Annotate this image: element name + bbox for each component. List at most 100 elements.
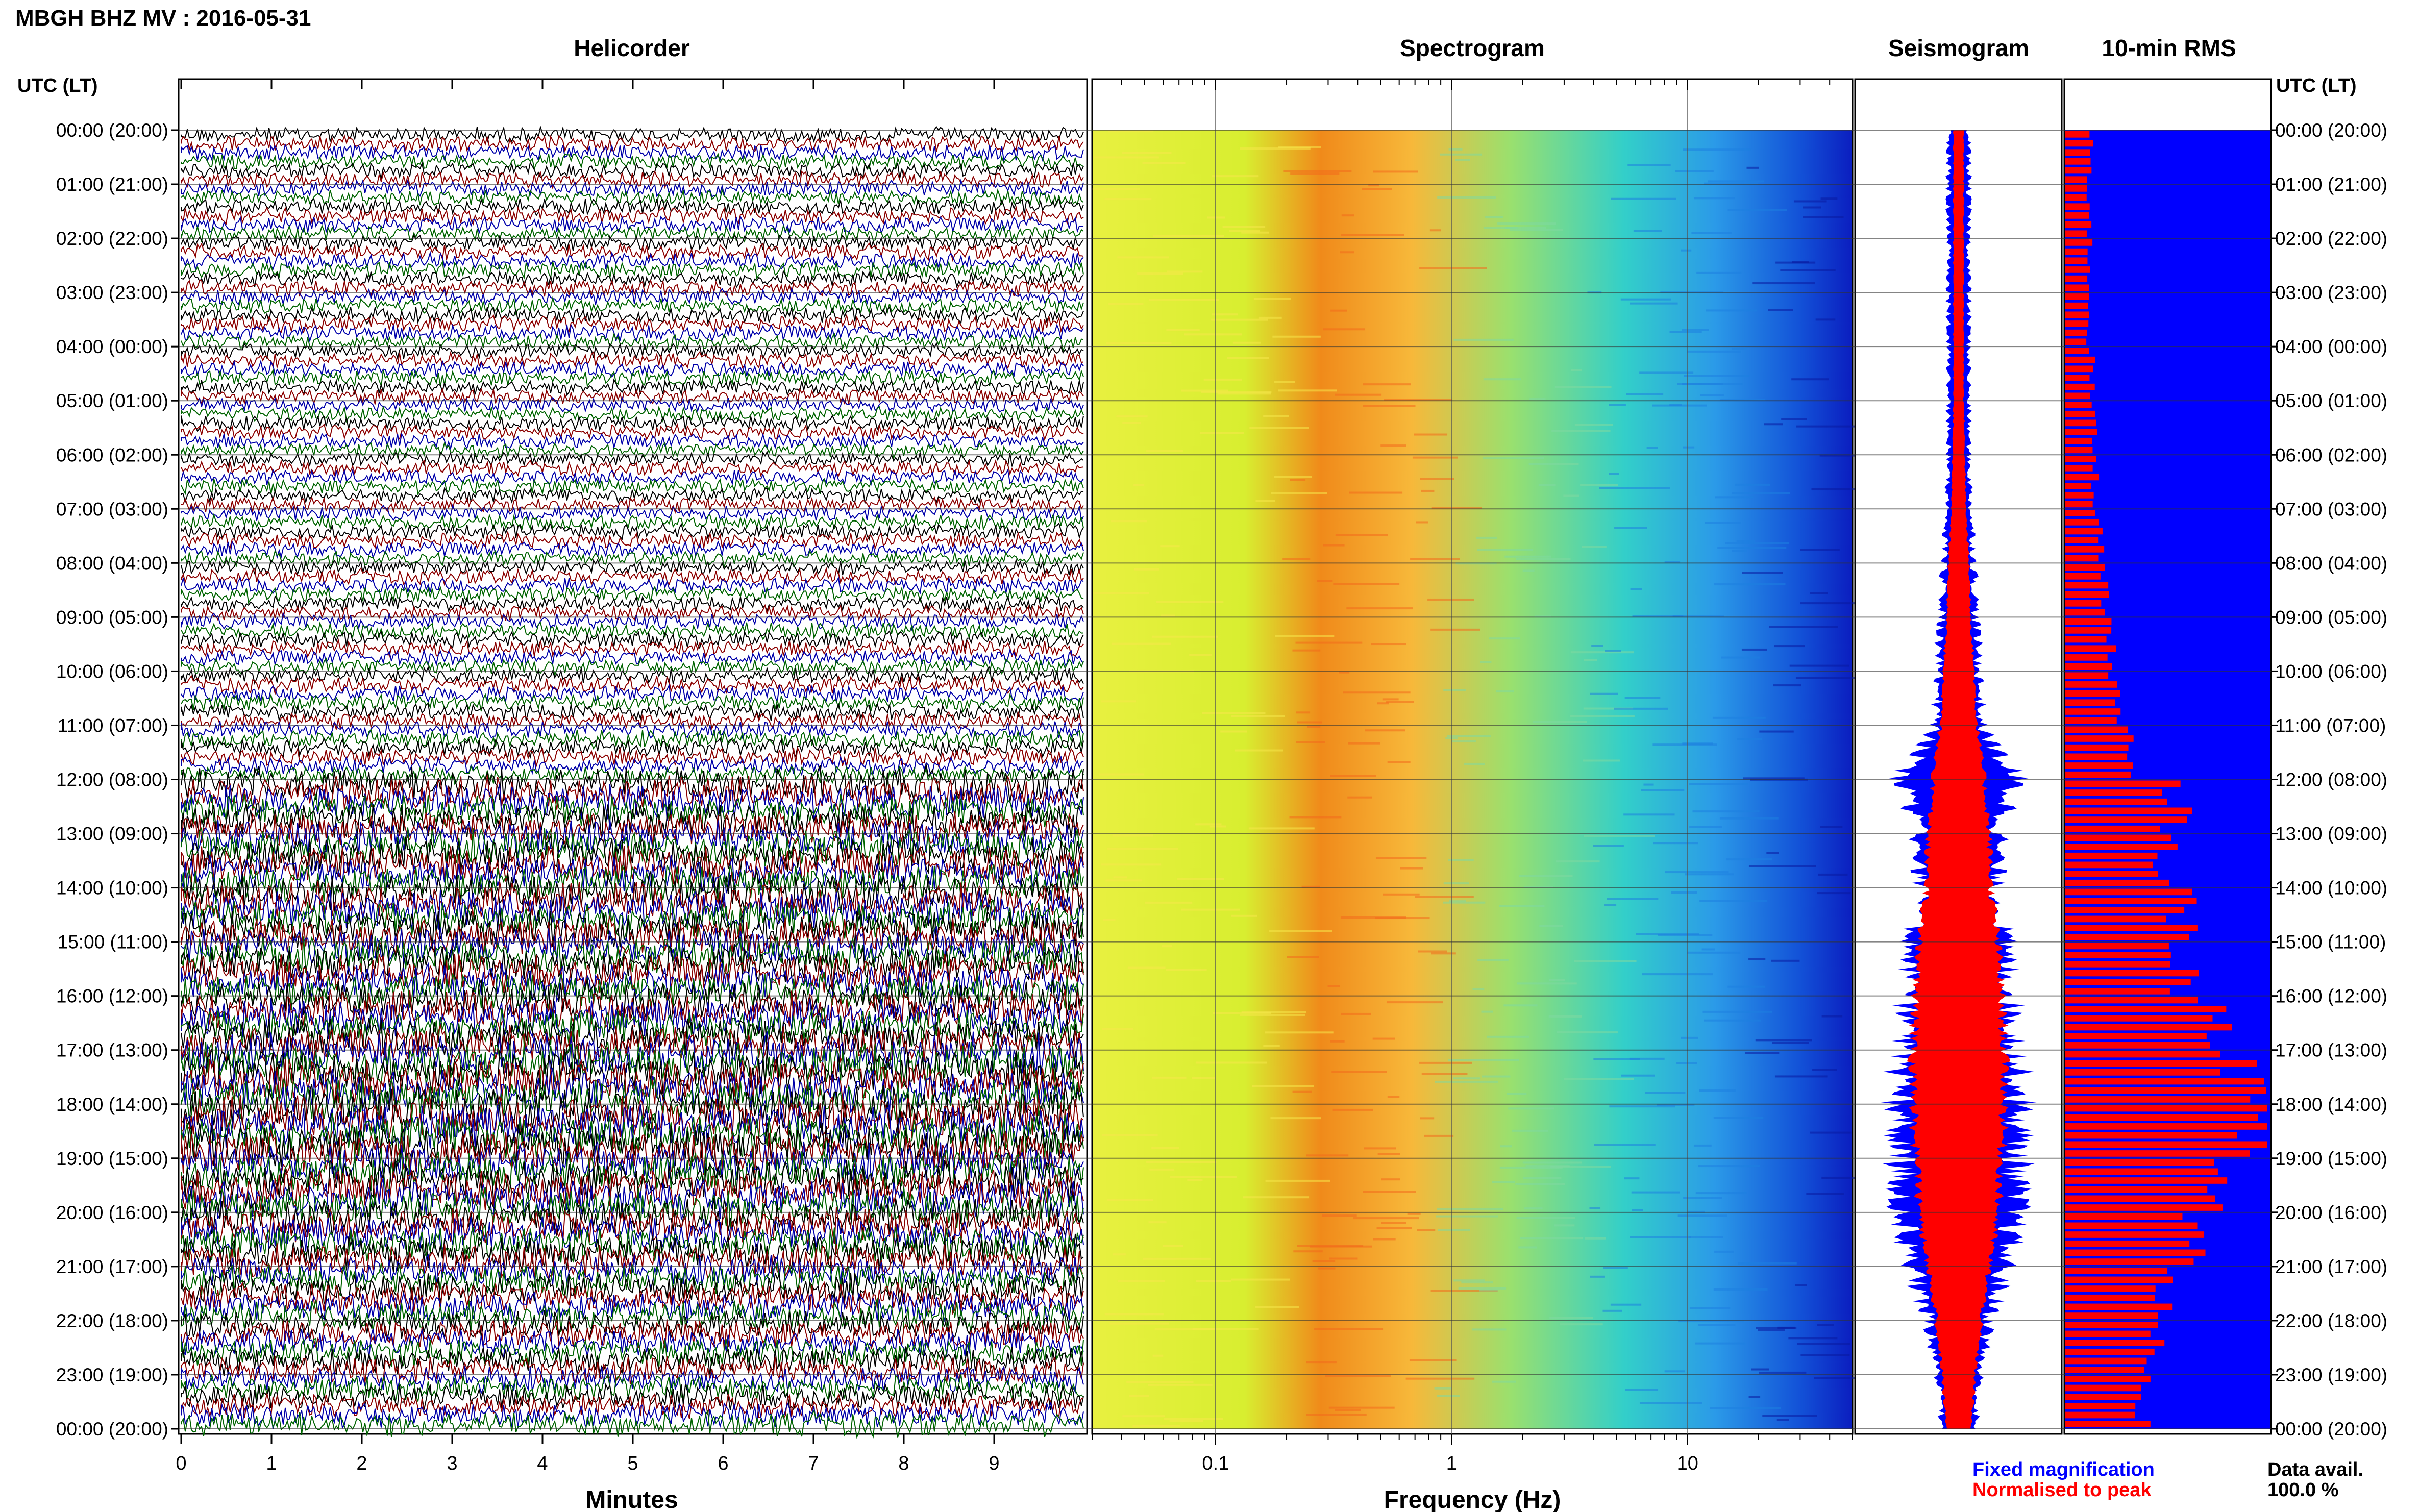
spectrogram-streak	[1817, 1324, 1834, 1326]
spectrogram-streak	[1731, 348, 1747, 350]
spectrogram-streak	[1306, 1154, 1349, 1157]
spectrogram-streak	[1630, 1236, 1691, 1238]
spectrogram-streak	[1528, 463, 1579, 465]
spectrogram-streak	[1497, 222, 1556, 225]
spectrogram-streak	[1177, 878, 1224, 880]
helicorder-trace	[181, 1158, 1084, 1202]
spectrogram-streak	[1603, 1267, 1628, 1269]
time-label: 00:00 (20:00)	[2275, 1419, 2387, 1440]
spectrogram-streak	[1387, 761, 1411, 763]
spectrogram-streak	[1263, 1045, 1280, 1047]
rms-bar	[2065, 284, 2089, 291]
time-label: 14:00 (10:00)	[56, 878, 168, 899]
spectrogram-streak	[1817, 892, 1851, 895]
spectrogram-streak	[1693, 1144, 1712, 1147]
time-label: 05:00 (01:00)	[56, 390, 168, 411]
time-label: 05:00 (01:00)	[2275, 390, 2387, 411]
spectrogram-streak	[1684, 375, 1750, 377]
rms-bar	[2065, 329, 2087, 336]
rms-bar	[2065, 311, 2089, 318]
spectrogram-streak	[1335, 534, 1388, 537]
time-label: 23:00 (19:00)	[2275, 1365, 2387, 1385]
spectrogram-streak	[1766, 852, 1779, 854]
spectrogram-streak	[1820, 197, 1838, 200]
spectrogram-streak	[1732, 492, 1790, 494]
rms-bar	[2065, 429, 2097, 435]
helicorder-trace	[181, 998, 1084, 1039]
spectrogram-streak	[1797, 1343, 1850, 1346]
spectrogram-streak	[1563, 1078, 1634, 1080]
spectrogram-streak	[1448, 859, 1474, 861]
spectrogram-streak	[1148, 1383, 1213, 1386]
spectrogram-streak	[1341, 234, 1404, 236]
rms-bar	[2065, 365, 2093, 373]
spectrogram-streak	[1191, 1077, 1215, 1079]
spectrogram-streak	[1248, 827, 1315, 830]
spectrogram-streak	[1231, 715, 1285, 717]
minute-tick-label: 7	[808, 1453, 819, 1474]
spectrogram-streak	[1117, 256, 1169, 259]
rms-bar	[2065, 510, 2095, 516]
spectrogram-streak	[1614, 707, 1668, 710]
spectrogram-streak	[1570, 651, 1634, 654]
rms-bar	[2065, 871, 2159, 877]
time-label: 12:00 (08:00)	[2275, 770, 2387, 790]
spectrogram-streak	[1101, 700, 1137, 703]
helicorder-trace	[181, 1272, 1084, 1306]
spectrogram-streak	[1325, 1375, 1391, 1377]
spectrogram-streak	[1443, 901, 1486, 904]
spectrogram-streak	[1791, 378, 1829, 381]
rms-bar	[2065, 933, 2189, 940]
helicorder-trace	[181, 604, 1084, 622]
spectrogram-streak	[1213, 1012, 1271, 1014]
spectrogram-streak	[1632, 615, 1684, 617]
rms-bar	[2065, 1367, 2144, 1373]
spectrogram-streak	[1126, 1381, 1194, 1383]
spectrogram-streak	[1307, 725, 1321, 728]
spectrogram-streak	[1818, 873, 1848, 876]
spectrogram-streak	[1627, 164, 1671, 166]
spectrogram-streak	[1652, 743, 1717, 746]
spectrogram-streak	[1164, 1418, 1223, 1420]
spectrogram-streak	[1363, 1191, 1416, 1193]
helicorder-trace	[181, 143, 1084, 162]
spectrogram-streak	[1151, 635, 1218, 638]
time-label: 13:00 (09:00)	[56, 824, 168, 845]
spectrogram-streak	[1321, 1214, 1357, 1217]
rms-bar	[2065, 419, 2096, 427]
rms-bar	[2065, 717, 2117, 724]
time-label: 06:00 (02:00)	[56, 444, 168, 465]
spectrogram-streak	[1253, 298, 1291, 300]
spectrogram-streak	[1664, 1370, 1685, 1373]
spectrogram-streak	[1101, 863, 1162, 866]
rms-bar	[2065, 1321, 2158, 1328]
spectrogram-streak	[1151, 1147, 1179, 1149]
spectrogram-streak	[1702, 1010, 1772, 1013]
spectrogram-streak	[1691, 232, 1732, 234]
spectrogram-streak	[1672, 615, 1724, 617]
spectrogram-streak	[1339, 671, 1350, 674]
spectrogram-streak	[1681, 1036, 1698, 1039]
helicorder-trace	[181, 1281, 1084, 1315]
rms-bar	[2065, 1231, 2205, 1238]
spectrogram-streak	[1769, 626, 1838, 628]
spectrogram-streak	[1748, 865, 1816, 867]
spectrogram-streak	[1271, 492, 1327, 494]
rms-bar	[2065, 1114, 2258, 1121]
spectrogram-streak	[1104, 198, 1152, 201]
rms-bar	[2065, 1249, 2206, 1256]
rms-bar	[2065, 825, 2160, 832]
spectrogram-streak	[1764, 423, 1783, 426]
spectrogram-streak	[1759, 1371, 1807, 1374]
spectrogram-streak	[1231, 1278, 1290, 1281]
helicorder-trace	[181, 153, 1084, 171]
helicorder-trace	[181, 179, 1084, 198]
spectrogram-streak	[1732, 550, 1747, 552]
spectrogram-streak	[1796, 425, 1856, 428]
spectrogram-streak	[1181, 908, 1240, 911]
spectrogram-streak	[1229, 230, 1260, 232]
rms-bar	[2065, 483, 2092, 489]
rms-bar	[2065, 852, 2158, 859]
rms-bar	[2065, 456, 2096, 462]
spectrogram-streak	[1590, 1275, 1605, 1278]
